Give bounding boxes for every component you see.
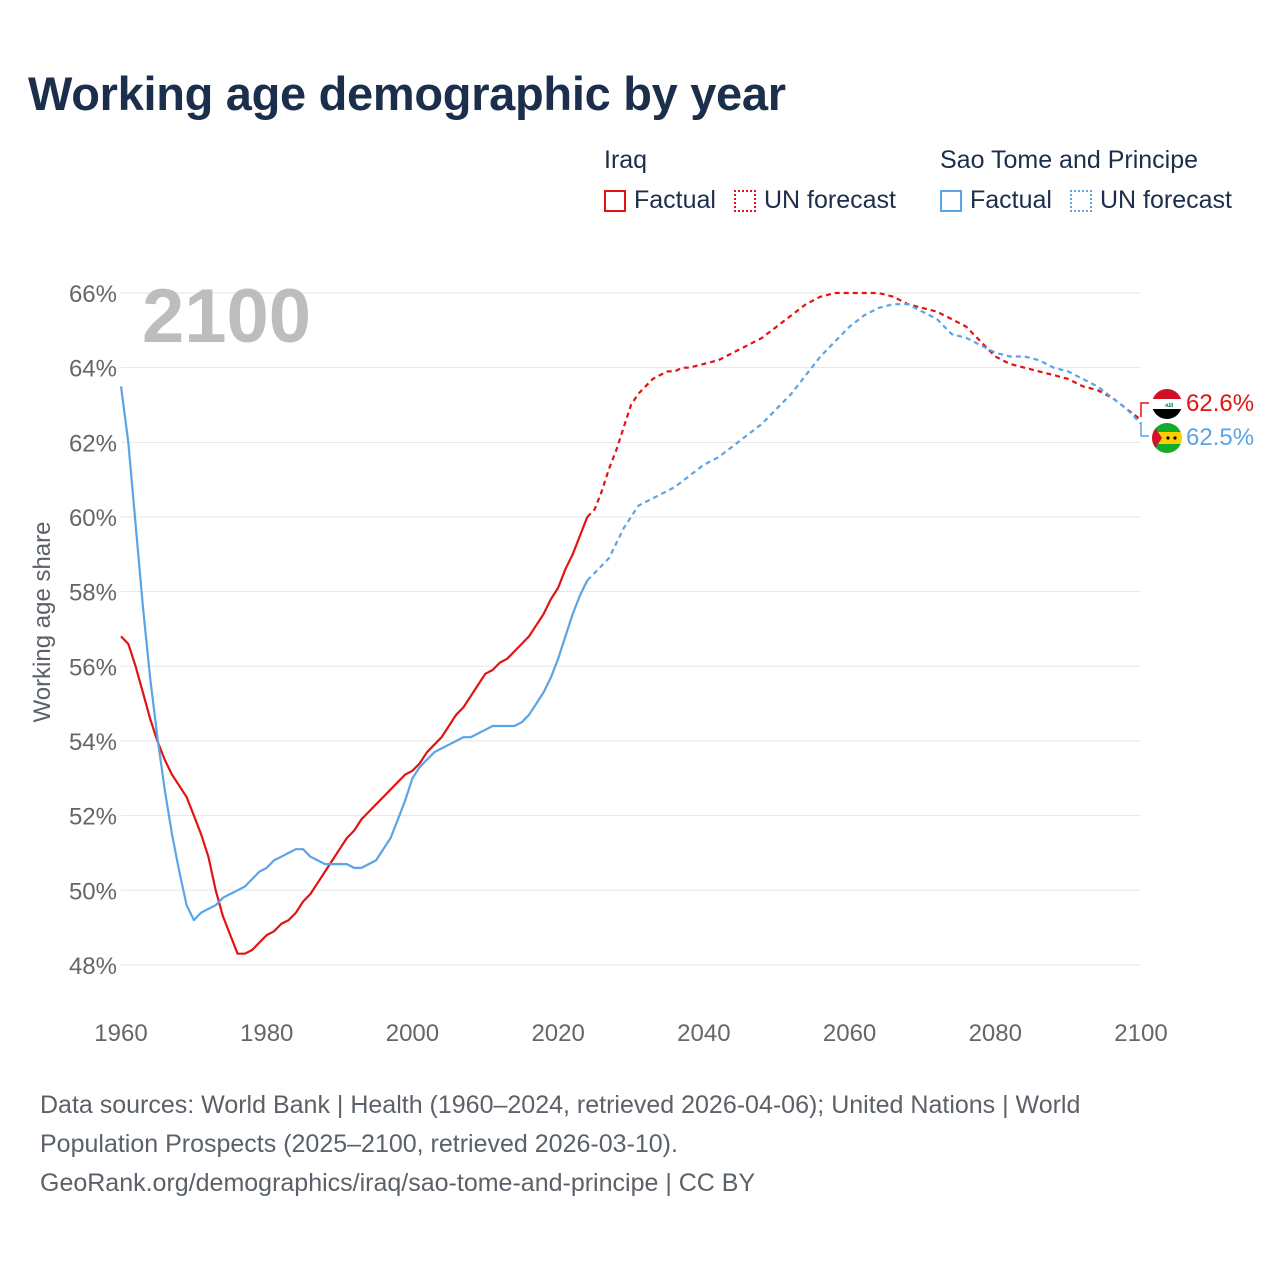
x-tick-label: 2040 [677, 1020, 730, 1047]
legend-stp-forecast-label: UN forecast [1099, 186, 1232, 214]
legend-stp: Sao Tome and Principe Factual UN forecas… [940, 144, 1232, 215]
legend-iraq-factual[interactable]: Factual [604, 186, 716, 215]
x-tick-label: 2060 [823, 1020, 876, 1047]
x-tick-label: 2020 [531, 1020, 584, 1047]
end-labels: ﷲ 62.6% 62.5% [1140, 389, 1254, 453]
footer-sources-line2: Population Prospects (2025–2100, retriev… [40, 1130, 678, 1158]
footer: Data sources: World Bank | Health (1960–… [40, 1086, 1190, 1203]
y-tick-label: 50% [69, 878, 117, 905]
iraq-forecast-line[interactable] [586, 291, 1142, 518]
y-tick-label: 54% [69, 729, 117, 756]
legend-stp-factual[interactable]: Factual [940, 186, 1052, 215]
x-axis-ticks: 1960 1980 2000 2020 2040 2060 2080 2100 [94, 1020, 1167, 1047]
y-tick-label: 66% [69, 281, 117, 308]
legend-stp-factual-label: Factual [970, 186, 1052, 214]
year-watermark: 2100 [142, 274, 311, 359]
legend-iraq-forecast-swatch [733, 189, 756, 212]
legend-iraq-forecast-label: UN forecast [763, 186, 896, 214]
iraq-factual-line[interactable] [120, 516, 589, 955]
x-tick-label: 1980 [240, 1020, 293, 1047]
stp-end-value: 62.5% [1186, 424, 1254, 451]
chart-title: Working age demographic by year [28, 67, 786, 120]
x-tick-label: 2000 [386, 1020, 439, 1047]
sao-tome-and-principe-forecast-line[interactable] [586, 303, 1142, 582]
legend-iraq: Iraq Factual UN forecast [604, 144, 914, 215]
y-tick-label: 64% [69, 356, 117, 383]
series-lines [119, 291, 1142, 955]
legend-stp-factual-swatch [940, 189, 962, 212]
x-tick-label: 2100 [1114, 1020, 1167, 1047]
y-axis-ticks: 48% 50% 52% 54% 56% 58% 60% 62% 64% 66% [69, 281, 117, 980]
grid [121, 292, 1141, 966]
y-tick-label: 62% [69, 430, 117, 457]
legend-iraq-factual-label: Factual [634, 186, 716, 214]
legend-stp-country: Sao Tome and Principe [940, 146, 1199, 174]
legend-iraq-factual-swatch [604, 189, 626, 212]
footer-credit[interactable]: GeoRank.org/demographics/iraq/sao-tome-a… [40, 1169, 756, 1197]
x-tick-label: 1960 [94, 1020, 147, 1047]
iraq-label-connector [1140, 402, 1149, 417]
x-tick-label: 2080 [969, 1020, 1022, 1047]
y-tick-label: 58% [69, 580, 117, 607]
y-tick-label: 52% [69, 804, 117, 831]
iraq-flag-icon: ﷲ [1152, 389, 1182, 419]
svg-text:ﷲ: ﷲ [1165, 401, 1173, 409]
sao-tome-and-principe-factual-line[interactable] [119, 386, 589, 922]
legend-stp-forecast[interactable]: UN forecast [1069, 186, 1232, 215]
sao-tome-flag-icon [1152, 423, 1182, 453]
y-tick-label: 56% [69, 654, 117, 681]
line-chart: 2100 48% 50% 52% 54% 56% 58% 60% 62% 64% 66% 1960… [29, 274, 1254, 1047]
y-axis-label: Working age share [29, 522, 56, 723]
footer-sources-line1: Data sources: World Bank | Health (1960–… [40, 1091, 1081, 1119]
iraq-end-value: 62.6% [1186, 390, 1254, 417]
y-tick-label: 48% [69, 953, 117, 980]
legend-iraq-country: Iraq [604, 146, 648, 174]
stp-label-connector [1140, 422, 1149, 437]
legend-iraq-forecast[interactable]: UN forecast [733, 186, 896, 215]
y-tick-label: 60% [69, 505, 117, 532]
legend-stp-forecast-swatch [1069, 189, 1092, 212]
